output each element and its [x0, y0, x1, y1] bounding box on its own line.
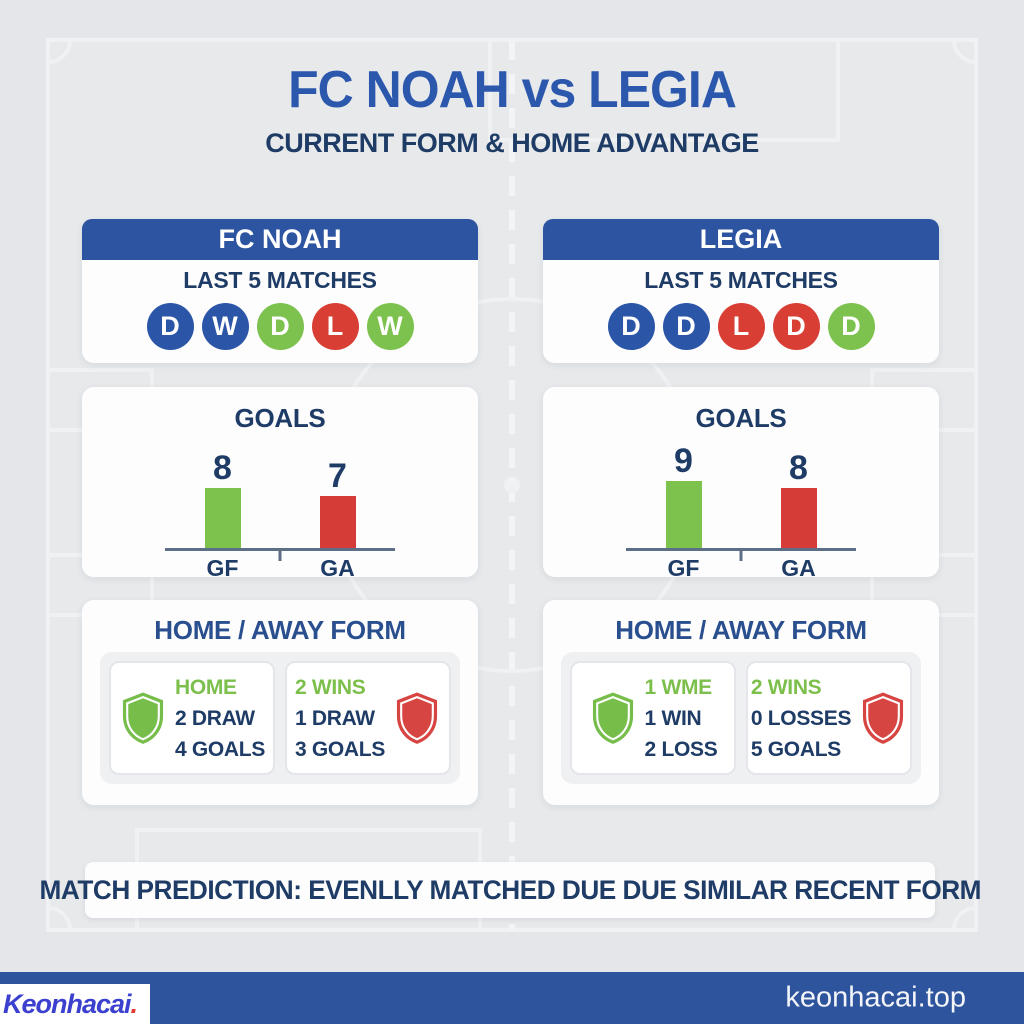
team2-ga-column: 8 — [741, 440, 856, 548]
brand-logo-text: Keonhacai — [3, 988, 132, 1019]
team1-ga-column: 7 — [280, 440, 395, 548]
match-prediction-banner: MATCH PREDICTION: EVENLLY MATCHED DUE DU… — [39, 862, 981, 918]
team2-gf-label: GF — [667, 555, 700, 581]
form-stat-line: 4 GOALS — [174, 737, 266, 761]
team2-form-card: LEGIA LAST 5 MATCHES D D L D D — [543, 219, 939, 363]
team2-ga-label: GA — [781, 555, 816, 581]
team1-goals-chart: 8 7 — [165, 440, 395, 548]
brand-logo-dot: . — [130, 988, 139, 1019]
team1-chart-axis — [165, 548, 395, 551]
team1-ga-label: GA — [320, 555, 355, 581]
team1-last5-label: LAST 5 MATCHES — [183, 267, 377, 293]
footer-bar: Keonhacai. keonhacai.top — [0, 972, 1024, 1024]
team2-gf-bar — [665, 480, 702, 548]
result-circle: L — [717, 303, 765, 350]
form-stat-line: 1 DRAW — [294, 706, 375, 730]
result-circle: D — [772, 303, 820, 350]
team2-home-away-title: HOME / AWAY FORM — [615, 615, 867, 645]
team1-ga-bar — [319, 495, 356, 548]
team1-home-away-title: HOME / AWAY FORM — [154, 615, 406, 645]
website-url: keonhacai.top — [785, 981, 966, 1014]
home-shield-icon — [592, 692, 633, 744]
result-circle: D — [662, 303, 710, 350]
team1-gf-label: GF — [206, 555, 239, 581]
form-stat-line: 2 DRAW — [174, 706, 255, 730]
team1-gf-value: 8 — [213, 449, 232, 487]
team2-goals-title: GOALS — [695, 403, 787, 433]
team2-last5-label: LAST 5 MATCHES — [644, 267, 838, 293]
team1-name-header: FC NOAH — [82, 219, 478, 260]
brand-logo: Keonhacai. — [0, 984, 150, 1024]
team2-home-away-card: HOME / AWAY FORM 1 WME 1 WIN 2 LOSS 2 WI… — [543, 600, 939, 805]
result-circle: W — [201, 303, 249, 350]
form-stat-line: 2 WINS — [294, 675, 366, 699]
result-circle: L — [311, 303, 359, 350]
form-stat-line: HOME — [174, 675, 237, 699]
away-shield-icon — [863, 692, 904, 744]
team1-results-row: D W D L W — [82, 303, 478, 350]
form-stat-line: 1 WIN — [644, 706, 702, 730]
team2-away-subcard: 2 WINS 0 LOSSES 5 GOALS — [746, 661, 912, 775]
form-stat-line: 3 GOALS — [294, 737, 386, 761]
team1-gf-column: 8 — [165, 440, 280, 548]
team2-chart-axis — [626, 548, 856, 551]
result-circle: W — [366, 303, 414, 350]
home-shield-icon — [122, 692, 164, 744]
team2-results-row: D D L D D — [543, 303, 939, 350]
form-stat-line: 2 WINS — [750, 675, 822, 699]
team2-name-header: LEGIA — [543, 219, 939, 260]
team2-gf-column: 9 — [626, 440, 741, 548]
form-stat-line: 0 LOSSES — [750, 706, 852, 730]
result-circle: D — [256, 303, 304, 350]
match-prediction-text: MATCH PREDICTION: EVENLLY MATCHED DUE DU… — [39, 874, 981, 905]
team1-home-subcard: HOME 2 DRAW 4 GOALS — [109, 661, 275, 775]
team1-form-card: FC NOAH LAST 5 MATCHES D W D L W — [82, 219, 478, 363]
team2-ga-bar — [780, 488, 817, 548]
form-stat-line: 2 LOSS — [644, 737, 718, 761]
page-title: FC NOAH vs LEGIA — [288, 61, 737, 119]
team1-goals-card: GOALS 8 7 GF GA — [82, 387, 478, 581]
team2-goals-chart: 9 8 — [626, 440, 856, 548]
team2-goals-card: GOALS 9 8 GF GA — [543, 387, 939, 581]
result-circle: D — [146, 303, 194, 350]
form-stat-line: 5 GOALS — [750, 737, 841, 761]
team1-home-away-card: HOME / AWAY FORM HOME 2 DRAW 4 GOALS 2 W… — [82, 600, 478, 805]
team1-gf-bar — [204, 488, 241, 548]
team1-goals-title: GOALS — [234, 403, 326, 433]
form-stat-line: 1 WME — [644, 675, 713, 699]
team2-ga-value: 8 — [789, 449, 808, 487]
team1-ga-value: 7 — [328, 456, 347, 495]
team2-home-subcard: 1 WME 1 WIN 2 LOSS — [570, 661, 736, 775]
page-subtitle: CURRENT FORM & HOME ADVANTAGE — [265, 128, 759, 158]
result-circle: D — [827, 303, 875, 350]
team1-away-subcard: 2 WINS 1 DRAW 3 GOALS — [285, 661, 451, 775]
away-shield-icon — [396, 692, 438, 744]
result-circle: D — [607, 303, 655, 350]
team2-gf-value: 9 — [674, 441, 693, 480]
